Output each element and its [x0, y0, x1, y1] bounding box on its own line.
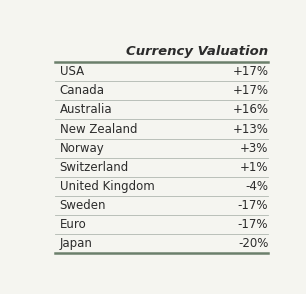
Text: Norway: Norway [60, 141, 104, 155]
Text: Euro: Euro [60, 218, 86, 230]
Text: +17%: +17% [232, 84, 268, 98]
Text: -17%: -17% [238, 198, 268, 212]
Text: -20%: -20% [238, 237, 268, 250]
Text: +16%: +16% [232, 103, 268, 116]
Text: Australia: Australia [60, 103, 112, 116]
Text: Sweden: Sweden [60, 198, 106, 212]
Text: +13%: +13% [233, 123, 268, 136]
Text: +1%: +1% [240, 161, 268, 173]
Text: Canada: Canada [60, 84, 105, 98]
Text: Currency Valuation: Currency Valuation [126, 45, 268, 58]
Text: New Zealand: New Zealand [60, 123, 137, 136]
Text: +17%: +17% [232, 66, 268, 78]
Text: -17%: -17% [238, 218, 268, 230]
Text: USA: USA [60, 66, 84, 78]
Text: Japan: Japan [60, 237, 92, 250]
Text: +3%: +3% [240, 141, 268, 155]
Text: Switzerland: Switzerland [60, 161, 129, 173]
Text: United Kingdom: United Kingdom [60, 180, 154, 193]
Text: -4%: -4% [245, 180, 268, 193]
